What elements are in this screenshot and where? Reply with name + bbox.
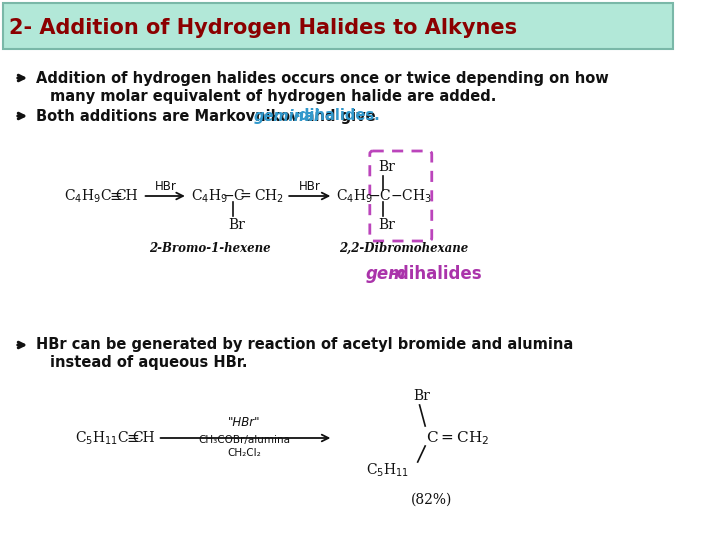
Text: $=$CH$_2$: $=$CH$_2$ xyxy=(238,187,284,205)
Text: CH: CH xyxy=(132,431,155,445)
Text: $\equiv$: $\equiv$ xyxy=(124,431,140,445)
Text: Br: Br xyxy=(378,160,395,174)
Text: many molar equivalent of hydrogen halide are added.: many molar equivalent of hydrogen halide… xyxy=(50,89,496,104)
Text: geminal: geminal xyxy=(254,109,320,124)
Text: CH₂Cl₂: CH₂Cl₂ xyxy=(228,448,261,458)
Text: Br: Br xyxy=(413,389,430,403)
Text: $-$C: $-$C xyxy=(222,188,246,204)
Text: CH: CH xyxy=(115,189,138,203)
Text: CH₃COBr/alumina: CH₃COBr/alumina xyxy=(198,435,290,445)
Text: Br: Br xyxy=(378,218,395,232)
Text: Addition of hydrogen halides occurs once or twice depending on how: Addition of hydrogen halides occurs once… xyxy=(36,71,608,85)
Text: HBr can be generated by reaction of acetyl bromide and alumina: HBr can be generated by reaction of acet… xyxy=(36,338,573,353)
Text: $-$C$-$CH$_3$: $-$C$-$CH$_3$ xyxy=(368,187,432,205)
Text: C$_5$H$_{11}$C: C$_5$H$_{11}$C xyxy=(75,429,129,447)
Text: instead of aqueous HBr.: instead of aqueous HBr. xyxy=(50,355,247,370)
Text: C$_5$H$_{11}$: C$_5$H$_{11}$ xyxy=(366,461,409,478)
Text: C$_4$H$_9$: C$_4$H$_9$ xyxy=(336,187,373,205)
Text: HBr: HBr xyxy=(299,179,320,192)
Text: 2- Addition of Hydrogen Halides to Alkynes: 2- Addition of Hydrogen Halides to Alkyn… xyxy=(9,18,518,38)
Text: gem: gem xyxy=(366,265,407,283)
Text: 2-Bromo-1-hexene: 2-Bromo-1-hexene xyxy=(150,241,271,254)
Text: Both additions are Markovnikov and give: Both additions are Markovnikov and give xyxy=(36,109,380,124)
Text: C$_4$H$_9$C: C$_4$H$_9$C xyxy=(64,187,112,205)
Text: Br: Br xyxy=(228,218,245,232)
Text: C$=$CH$_2$: C$=$CH$_2$ xyxy=(426,429,490,447)
Text: -dihalides.: -dihalides. xyxy=(293,109,380,124)
Text: (82%): (82%) xyxy=(411,493,452,507)
Text: "HBr": "HBr" xyxy=(228,415,261,429)
Text: 2,2-Dibromohexane: 2,2-Dibromohexane xyxy=(339,241,468,254)
Text: C$_4$H$_9$: C$_4$H$_9$ xyxy=(191,187,228,205)
Text: $\equiv$: $\equiv$ xyxy=(107,189,123,203)
FancyBboxPatch shape xyxy=(3,3,673,49)
Text: -dihalides: -dihalides xyxy=(390,265,482,283)
Text: HBr: HBr xyxy=(155,179,176,192)
